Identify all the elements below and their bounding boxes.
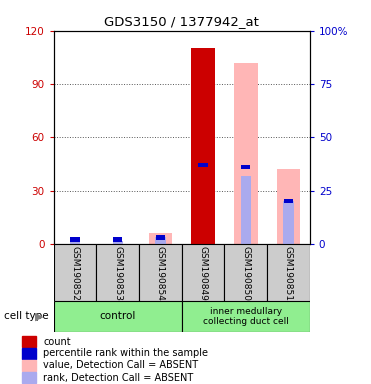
Text: cell type: cell type <box>4 311 48 321</box>
Bar <box>54 244 96 301</box>
Bar <box>139 244 182 301</box>
Bar <box>22 348 36 359</box>
Bar <box>277 169 300 244</box>
Text: GSM190851: GSM190851 <box>284 246 293 301</box>
Bar <box>155 237 166 244</box>
Bar <box>241 165 250 169</box>
Bar <box>284 199 293 204</box>
Bar <box>113 237 122 242</box>
Text: value, Detection Call = ABSENT: value, Detection Call = ABSENT <box>43 360 198 370</box>
Bar <box>240 175 251 244</box>
Bar <box>70 237 80 242</box>
Bar <box>191 48 215 244</box>
Bar <box>149 233 172 244</box>
Bar <box>234 63 257 244</box>
Bar <box>156 235 165 240</box>
Text: GSM190849: GSM190849 <box>198 246 208 300</box>
Bar <box>96 244 139 301</box>
Bar <box>267 244 310 301</box>
Bar <box>182 244 224 301</box>
Bar <box>22 336 36 347</box>
Bar <box>22 372 36 383</box>
Text: count: count <box>43 336 70 347</box>
Bar <box>283 201 294 244</box>
Bar <box>70 241 81 244</box>
Text: GSM190853: GSM190853 <box>113 246 122 301</box>
Bar <box>22 359 36 371</box>
Text: ▶: ▶ <box>35 311 44 321</box>
Title: GDS3150 / 1377942_at: GDS3150 / 1377942_at <box>104 15 259 28</box>
Bar <box>112 241 123 244</box>
Bar <box>224 244 267 301</box>
Bar <box>198 163 208 167</box>
Bar <box>182 301 310 332</box>
Text: inner medullary
collecting duct cell: inner medullary collecting duct cell <box>203 307 289 326</box>
Text: GSM190850: GSM190850 <box>241 246 250 301</box>
Text: GSM190854: GSM190854 <box>156 246 165 300</box>
Text: GSM190852: GSM190852 <box>70 246 80 300</box>
Bar <box>54 301 182 332</box>
Text: control: control <box>99 311 136 321</box>
Text: percentile rank within the sample: percentile rank within the sample <box>43 348 208 358</box>
Text: rank, Detection Call = ABSENT: rank, Detection Call = ABSENT <box>43 372 193 382</box>
